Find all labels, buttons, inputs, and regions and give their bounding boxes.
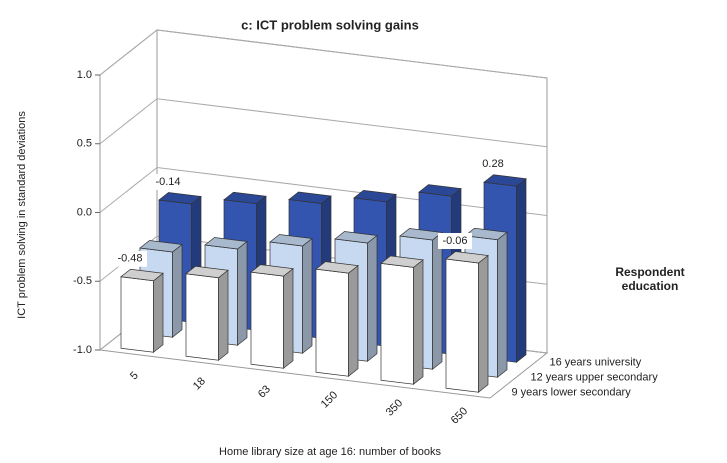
bar [380, 255, 424, 385]
x-axis-label: Home library size at age 16: number of b… [219, 446, 441, 458]
y-tick-label: -1.0 [73, 344, 92, 356]
bar-side [302, 237, 313, 354]
bar-side [237, 240, 248, 346]
bar-side [348, 264, 359, 377]
bar-side [172, 243, 183, 338]
grid-line [99, 29, 548, 79]
bar-front [120, 276, 154, 353]
y-tick-label: 0.0 [77, 206, 92, 218]
bar-front [445, 258, 479, 393]
bar-side [153, 272, 164, 353]
y-tick-label: 1.0 [77, 69, 92, 81]
legend-title: Respondent education [615, 265, 685, 293]
legend-label: 12 years upper secondary [531, 371, 659, 383]
bar-top [418, 184, 462, 197]
bar-top [223, 191, 267, 205]
data-label: -0.14 [155, 176, 180, 188]
bar-top [353, 190, 397, 203]
data-label-box [438, 233, 472, 249]
y-tick-label: -0.5 [73, 275, 92, 287]
bar-top [120, 268, 164, 282]
data-label-box [113, 250, 147, 267]
bar-top [269, 234, 313, 247]
data-label: -0.06 [442, 235, 467, 247]
bar-side [432, 231, 443, 370]
bar-top [445, 251, 489, 264]
bar [120, 268, 164, 353]
x-tick-label: 18 [191, 375, 208, 392]
bar-front [380, 262, 414, 385]
bar-side [367, 234, 378, 362]
bar [445, 251, 489, 393]
bar-top [185, 265, 229, 279]
data-label-box [476, 156, 510, 173]
bar-top [483, 174, 527, 187]
grid-line [99, 166, 548, 216]
legend-label: 9 years lower secondary [512, 386, 632, 398]
bar-top [139, 240, 183, 253]
x-tick-label: 650 [449, 405, 470, 426]
bar [315, 261, 359, 377]
x-tick-label: 350 [384, 397, 405, 418]
bar-front [250, 271, 284, 369]
grid-line [99, 98, 548, 148]
y-axis-label: ICT problem solving in standard deviatio… [16, 111, 28, 319]
bar-top [464, 227, 508, 241]
bar-side [218, 269, 229, 361]
bar-side [478, 254, 489, 393]
legend-label: 16 years university [550, 356, 642, 368]
x-tick-label: 63 [256, 383, 273, 400]
bar [250, 264, 294, 369]
bar-side [516, 178, 527, 363]
x-tick-label: 5 [128, 370, 141, 383]
bar-top [334, 231, 378, 244]
bar-side [283, 267, 294, 369]
bar-top [250, 264, 294, 277]
bar-top [158, 192, 202, 205]
bar-side [497, 231, 508, 378]
x-tick-label: 150 [319, 389, 340, 410]
data-label: -0.48 [117, 253, 142, 265]
bar-top [399, 228, 443, 241]
bar-top [288, 191, 332, 204]
bar-top [380, 255, 424, 268]
data-label: 0.28 [482, 158, 503, 170]
bar-top [315, 261, 359, 274]
y-tick-label: 0.5 [77, 138, 92, 150]
data-label-box [151, 174, 185, 190]
bar [185, 265, 229, 361]
bar-front [185, 273, 219, 361]
bar-front [315, 268, 349, 377]
bar-side [413, 259, 424, 385]
chart-title: c: ICT problem solving gains [241, 17, 419, 32]
bar-top [204, 237, 248, 250]
